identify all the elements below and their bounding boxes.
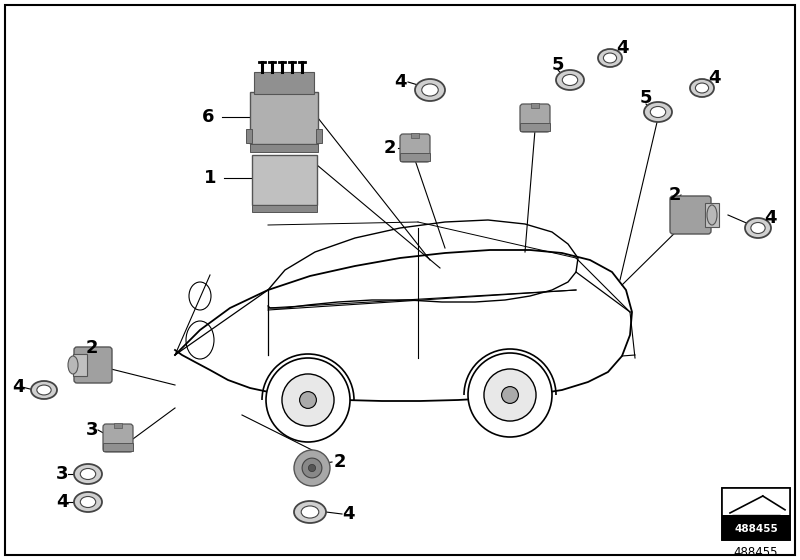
FancyBboxPatch shape bbox=[520, 104, 550, 132]
Bar bbox=[722, 488, 790, 517]
Ellipse shape bbox=[695, 83, 709, 93]
Ellipse shape bbox=[294, 501, 326, 523]
Bar bbox=[531, 103, 539, 108]
Ellipse shape bbox=[68, 356, 78, 374]
Text: 2: 2 bbox=[669, 186, 682, 204]
Text: 488455: 488455 bbox=[734, 545, 778, 558]
Text: 5: 5 bbox=[552, 56, 564, 74]
Text: 1: 1 bbox=[204, 169, 216, 187]
Ellipse shape bbox=[74, 492, 102, 512]
Bar bbox=[411, 133, 419, 138]
Ellipse shape bbox=[562, 74, 578, 86]
Circle shape bbox=[468, 353, 552, 437]
Ellipse shape bbox=[745, 218, 771, 238]
Ellipse shape bbox=[422, 84, 438, 96]
Ellipse shape bbox=[80, 497, 96, 507]
Bar bbox=[252, 94, 316, 144]
Circle shape bbox=[484, 369, 536, 421]
Bar bbox=[722, 515, 790, 540]
Ellipse shape bbox=[644, 102, 672, 122]
Polygon shape bbox=[732, 515, 780, 538]
Text: 3: 3 bbox=[56, 465, 68, 483]
Text: 2: 2 bbox=[86, 339, 98, 357]
FancyBboxPatch shape bbox=[670, 196, 711, 234]
FancyBboxPatch shape bbox=[250, 92, 318, 144]
Text: 4: 4 bbox=[342, 505, 354, 523]
Bar bbox=[114, 423, 122, 428]
Bar bbox=[400, 153, 430, 161]
Bar bbox=[254, 72, 314, 94]
Circle shape bbox=[294, 450, 330, 486]
Ellipse shape bbox=[415, 79, 445, 101]
Text: 5: 5 bbox=[640, 89, 652, 107]
Ellipse shape bbox=[598, 49, 622, 67]
Ellipse shape bbox=[31, 381, 57, 399]
Ellipse shape bbox=[74, 464, 102, 484]
Ellipse shape bbox=[603, 53, 617, 63]
Circle shape bbox=[302, 458, 322, 478]
Ellipse shape bbox=[650, 106, 666, 118]
Text: 4: 4 bbox=[616, 39, 628, 57]
FancyBboxPatch shape bbox=[103, 424, 133, 452]
FancyBboxPatch shape bbox=[400, 134, 430, 162]
Circle shape bbox=[300, 391, 316, 408]
Ellipse shape bbox=[301, 506, 318, 518]
Text: 2: 2 bbox=[384, 139, 396, 157]
Text: 4: 4 bbox=[764, 209, 776, 227]
FancyBboxPatch shape bbox=[252, 155, 317, 205]
Bar bbox=[722, 488, 790, 540]
Bar bbox=[252, 205, 317, 212]
Text: 4: 4 bbox=[56, 493, 68, 511]
Text: 4: 4 bbox=[12, 378, 24, 396]
Circle shape bbox=[282, 374, 334, 426]
Bar bbox=[246, 129, 252, 143]
Circle shape bbox=[502, 386, 518, 403]
Text: 4: 4 bbox=[394, 73, 406, 91]
Ellipse shape bbox=[556, 70, 584, 90]
Bar bbox=[520, 123, 550, 131]
FancyBboxPatch shape bbox=[74, 347, 112, 383]
Text: 3: 3 bbox=[86, 421, 98, 439]
Circle shape bbox=[308, 464, 315, 472]
Ellipse shape bbox=[690, 79, 714, 97]
Bar bbox=[254, 157, 315, 203]
Bar bbox=[722, 488, 790, 540]
Ellipse shape bbox=[37, 385, 51, 395]
Text: 6: 6 bbox=[202, 108, 214, 126]
Text: 488455: 488455 bbox=[734, 524, 778, 534]
Bar bbox=[103, 443, 133, 451]
Polygon shape bbox=[175, 250, 632, 401]
Bar bbox=[250, 144, 318, 152]
Bar bbox=[705, 203, 719, 227]
Bar bbox=[73, 354, 87, 376]
Bar bbox=[316, 129, 322, 143]
Ellipse shape bbox=[751, 222, 765, 234]
Ellipse shape bbox=[707, 205, 717, 225]
Text: 4: 4 bbox=[708, 69, 720, 87]
Ellipse shape bbox=[80, 469, 96, 479]
Text: 2: 2 bbox=[334, 453, 346, 471]
Circle shape bbox=[266, 358, 350, 442]
